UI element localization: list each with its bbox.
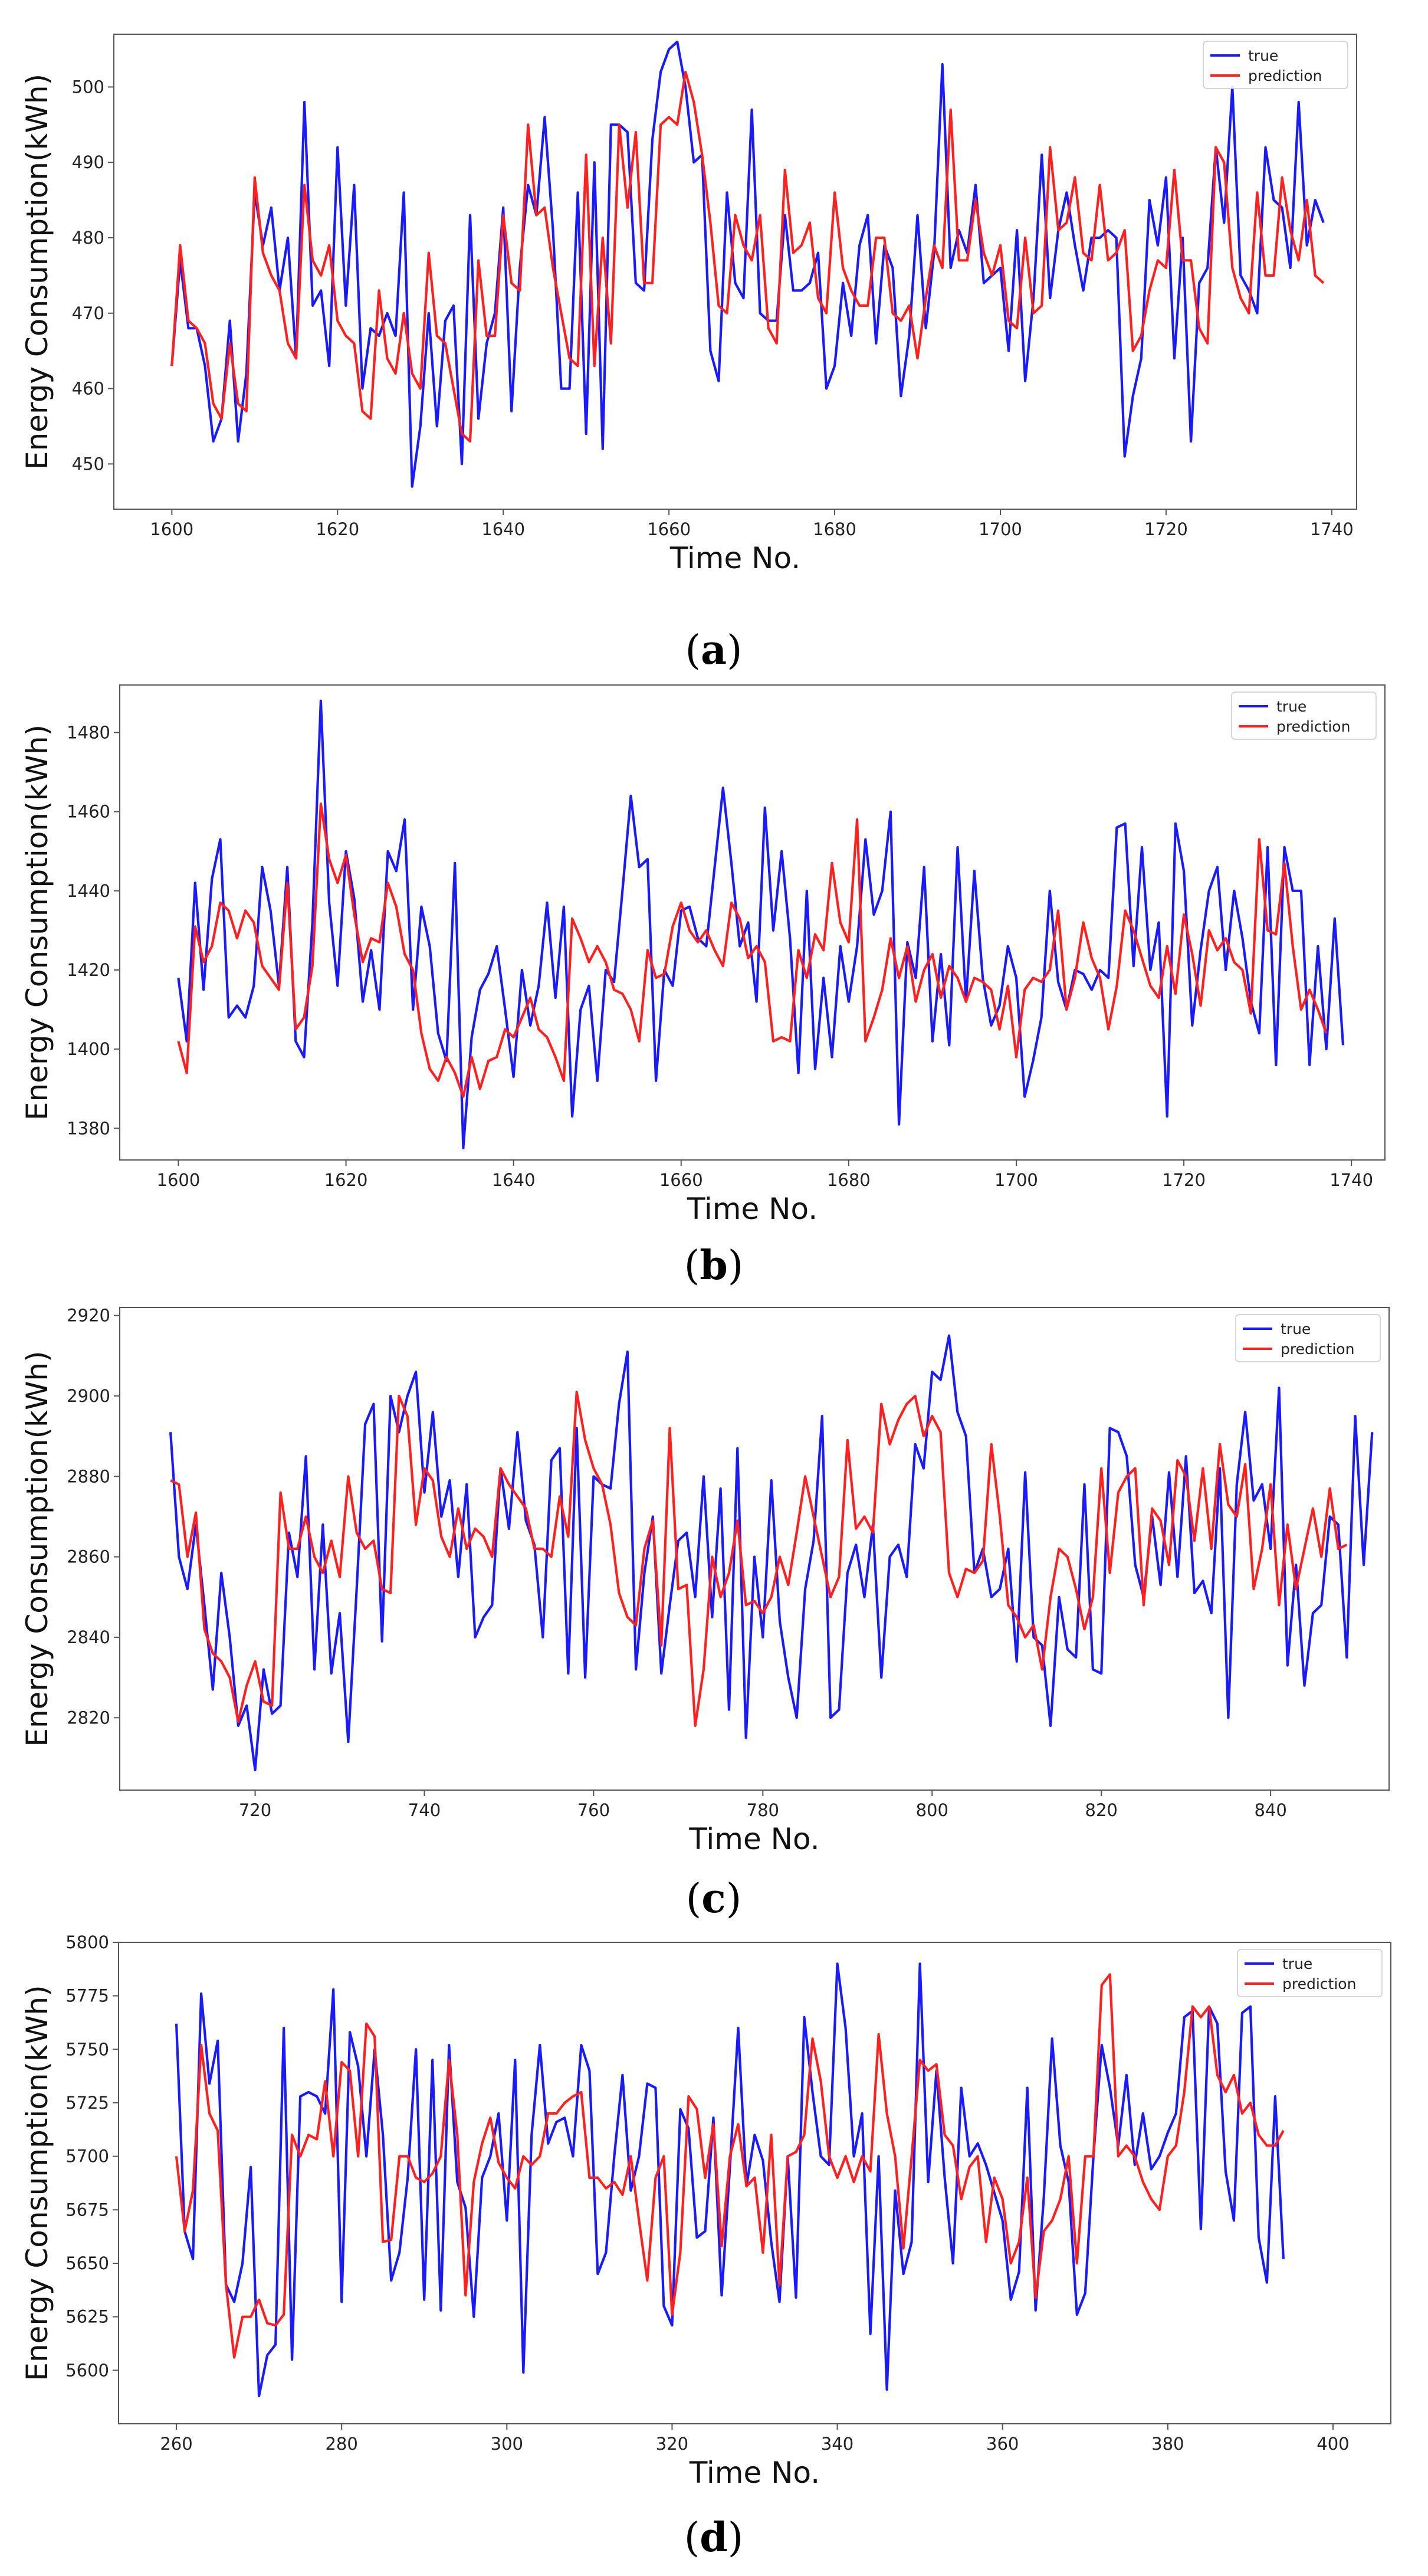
y-tick-label: 5625 bbox=[65, 2307, 109, 2327]
y-tick-label: 5750 bbox=[65, 2039, 109, 2059]
y-tick-label: 1420 bbox=[67, 960, 110, 980]
x-tick-label: 1680 bbox=[813, 519, 856, 539]
legend-label-prediction: prediction bbox=[1282, 1975, 1356, 1992]
series-line-true bbox=[170, 40, 1325, 488]
legend-label-true: true bbox=[1282, 1955, 1312, 1972]
y-tick-label: 2840 bbox=[67, 1627, 110, 1647]
y-tick-label: 2860 bbox=[67, 1547, 110, 1567]
y-tick-label: 5650 bbox=[65, 2253, 109, 2273]
y-tick-label: 460 bbox=[72, 379, 104, 399]
y-tick-label: 490 bbox=[72, 152, 104, 172]
legend-label-prediction: prediction bbox=[1281, 1341, 1354, 1358]
y-tick-label: 1480 bbox=[67, 723, 110, 743]
y-tick-label: 2920 bbox=[67, 1306, 110, 1326]
y-tick-label: 1380 bbox=[67, 1118, 110, 1138]
chart-panel-d: 260 280 300 320 340 360 380 400 5600 5625 5650 5675… bbox=[20, 1932, 1391, 2561]
x-axis-label: Time No. bbox=[689, 2456, 820, 2490]
legend-label-true: true bbox=[1281, 1320, 1311, 1338]
y-tick-label: 2880 bbox=[67, 1466, 110, 1486]
panel-caption: (d) bbox=[684, 2514, 744, 2561]
x-tick-label: 800 bbox=[916, 1800, 948, 1820]
x-tick-label: 820 bbox=[1085, 1800, 1118, 1820]
legend: true prediction bbox=[1203, 41, 1348, 89]
x-tick-label: 320 bbox=[656, 2434, 688, 2454]
x-tick-label: 1740 bbox=[1310, 519, 1354, 539]
x-tick-label: 1600 bbox=[150, 519, 193, 539]
y-axis-label: Energy Consumption(kWh) bbox=[20, 1985, 54, 2381]
x-tick-label: 380 bbox=[1151, 2434, 1184, 2454]
y-tick-label: 5775 bbox=[65, 1986, 109, 2006]
x-tick-label: 1740 bbox=[1329, 1170, 1373, 1190]
x-tick-label: 840 bbox=[1254, 1800, 1286, 1820]
y-tick-label: 5600 bbox=[65, 2360, 109, 2380]
series-line-true bbox=[169, 1334, 1374, 1771]
x-tick-label: 740 bbox=[408, 1800, 441, 1820]
x-tick-label: 300 bbox=[491, 2434, 523, 2454]
x-tick-label: 280 bbox=[325, 2434, 357, 2454]
panel-caption: (c) bbox=[686, 1875, 741, 1922]
x-tick-label: 1660 bbox=[647, 519, 691, 539]
y-tick-label: 1400 bbox=[67, 1039, 110, 1059]
x-tick-label: 1680 bbox=[827, 1170, 871, 1190]
x-tick-label: 780 bbox=[747, 1800, 779, 1820]
y-tick-label: 2900 bbox=[67, 1386, 110, 1406]
x-tick-label: 1640 bbox=[492, 1170, 536, 1190]
y-tick-label: 1460 bbox=[67, 802, 110, 822]
x-axis-label: Time No. bbox=[687, 1192, 818, 1226]
x-tick-label: 1620 bbox=[324, 1170, 368, 1190]
x-tick-label: 340 bbox=[821, 2434, 853, 2454]
series-line-prediction bbox=[177, 802, 1328, 1098]
x-tick-label: 1600 bbox=[157, 1170, 201, 1190]
chart-panel-a: 1600 1620 1640 1660 1680 1700 1720 1740 450 460 47… bbox=[20, 34, 1357, 674]
x-tick-label: 1700 bbox=[994, 1170, 1038, 1190]
y-tick-label: 5675 bbox=[65, 2200, 109, 2220]
y-axis-label: Energy Consumption(kWh) bbox=[20, 1351, 54, 1746]
y-tick-label: 1440 bbox=[67, 881, 110, 901]
x-tick-label: 1720 bbox=[1144, 519, 1188, 539]
x-tick-label: 1700 bbox=[979, 519, 1022, 539]
legend-label-prediction: prediction bbox=[1276, 718, 1350, 735]
series-line-prediction bbox=[170, 1391, 1348, 1727]
y-tick-label: 5700 bbox=[65, 2146, 109, 2167]
legend-label-true: true bbox=[1248, 47, 1278, 64]
x-axis-label: Time No. bbox=[688, 1822, 819, 1856]
legend: true prediction bbox=[1231, 691, 1377, 740]
x-tick-label: 720 bbox=[239, 1800, 271, 1820]
x-tick-label: 260 bbox=[160, 2434, 192, 2454]
panel-caption: (a) bbox=[685, 627, 742, 674]
x-tick-label: 1720 bbox=[1162, 1170, 1206, 1190]
x-tick-label: 1640 bbox=[481, 519, 525, 539]
x-axis-label: Time No. bbox=[669, 541, 800, 575]
legend-label-prediction: prediction bbox=[1248, 67, 1322, 84]
y-axis-label: Energy Consumption(kWh) bbox=[20, 725, 54, 1120]
x-tick-label: 1660 bbox=[659, 1170, 703, 1190]
y-axis-label: Energy Consumption(kWh) bbox=[20, 74, 54, 470]
series-line-true bbox=[177, 699, 1345, 1150]
x-tick-label: 360 bbox=[986, 2434, 1019, 2454]
x-tick-label: 400 bbox=[1317, 2434, 1349, 2454]
y-tick-label: 450 bbox=[72, 454, 104, 474]
legend: true prediction bbox=[1235, 1314, 1381, 1362]
x-tick-label: 760 bbox=[577, 1800, 610, 1820]
y-tick-label: 5725 bbox=[65, 2093, 109, 2113]
chart-panel-c: 720 740 760 780 800 820 840 2820 2840 2860 2880 290… bbox=[20, 1306, 1390, 1922]
y-tick-label: 5800 bbox=[65, 1932, 109, 1952]
series-line-prediction bbox=[170, 70, 1325, 443]
x-tick-label: 1620 bbox=[316, 519, 359, 539]
y-tick-label: 2820 bbox=[67, 1707, 110, 1728]
legend-label-true: true bbox=[1276, 698, 1306, 715]
panel-caption: (b) bbox=[684, 1242, 744, 1289]
y-tick-label: 480 bbox=[72, 228, 104, 248]
legend: true prediction bbox=[1237, 1949, 1383, 1997]
series-line-prediction bbox=[175, 1973, 1285, 2359]
y-tick-label: 500 bbox=[72, 77, 104, 97]
plot-frame bbox=[119, 1307, 1390, 1791]
plot-frame bbox=[119, 684, 1386, 1161]
y-tick-label: 470 bbox=[72, 303, 104, 323]
chart-panel-b: 1600 1620 1640 1660 1680 1700 1720 1740 1380 1400… bbox=[20, 684, 1386, 1289]
